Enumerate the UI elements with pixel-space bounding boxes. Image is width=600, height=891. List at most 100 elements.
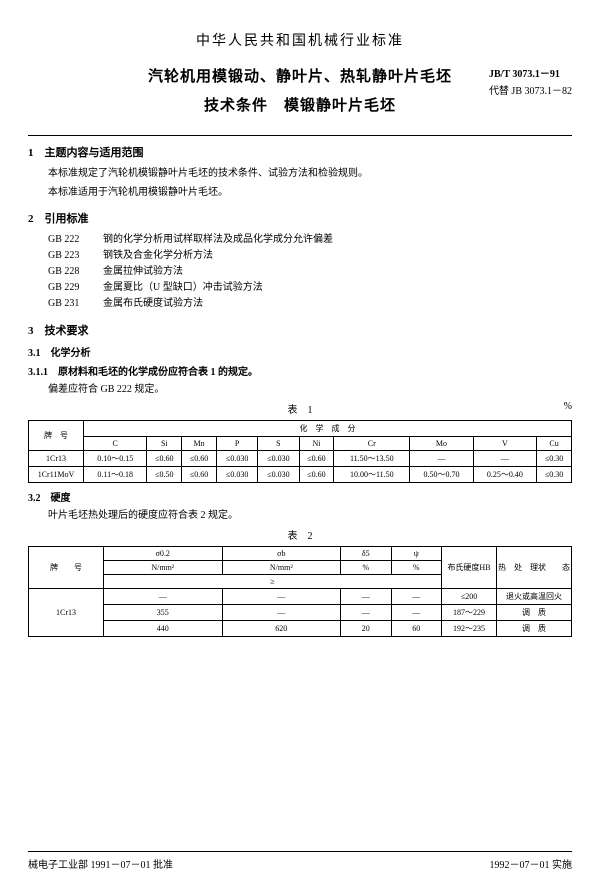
t1-cell: ≤0.60 bbox=[299, 451, 334, 467]
table-1-unit: % bbox=[564, 401, 572, 412]
t2-head: ψ bbox=[391, 547, 441, 561]
section-1-p1: 本标准规定了汽轮机模锻静叶片毛坯的技术条件、试验方法和检验规则。 bbox=[28, 166, 572, 181]
t1-group-head: 化 学 成 分 bbox=[84, 421, 572, 437]
t2-cell: — bbox=[104, 589, 223, 605]
t1-col-head: Cr bbox=[334, 437, 410, 451]
reference-item: GB 223钢铁及合金化学分析方法 bbox=[48, 248, 572, 264]
t2-cell: — bbox=[341, 605, 391, 621]
section-3-2-head: 3.2 硬度 bbox=[28, 489, 572, 504]
t1-brand: 1Cr13 bbox=[29, 451, 84, 467]
t2-cell: 60 bbox=[391, 621, 441, 637]
t2-cell: — bbox=[391, 589, 441, 605]
section-2: 2 引用标准 GB 222钢的化学分析用试样取样法及成品化学成分允许偏差GB 2… bbox=[28, 210, 572, 312]
t1-col-head: Si bbox=[147, 437, 182, 451]
t1-cell: 11.50～13.50 bbox=[334, 451, 410, 467]
divider bbox=[28, 135, 572, 136]
section-3-1-1-head: 3.1.1 原材料和毛坯的化学成份应符合表 1 的规定。 bbox=[28, 363, 572, 378]
t1-cell: ≤0.50 bbox=[147, 467, 182, 483]
t1-col-head: Mn bbox=[182, 437, 217, 451]
ref-code: GB 231 bbox=[48, 296, 103, 312]
table-2-label: 表 2 bbox=[28, 527, 572, 542]
t2-cell: 调 质 bbox=[497, 605, 572, 621]
replaces-text: 代替 JB 3073.1－82 bbox=[489, 82, 572, 97]
section-3-1-note: 偏差应符合 GB 222 规定。 bbox=[28, 382, 572, 397]
t2-head: 热 处 理状 态 bbox=[497, 547, 572, 589]
t1-brand-head: 牌 号 bbox=[29, 421, 84, 451]
t1-cell: 0.10～0.15 bbox=[84, 451, 147, 467]
t2-head: δ5 bbox=[341, 547, 391, 561]
t1-cell: 10.00～11.50 bbox=[334, 467, 410, 483]
t2-cell: 355 bbox=[104, 605, 223, 621]
t2-cell: 调 质 bbox=[497, 621, 572, 637]
reference-list: GB 222钢的化学分析用试样取样法及成品化学成分允许偏差GB 223钢铁及合金… bbox=[48, 232, 572, 312]
t1-col-head: C bbox=[84, 437, 147, 451]
reference-item: GB 231金属布氏硬度试验方法 bbox=[48, 296, 572, 312]
t1-cell: ≤0.030 bbox=[258, 451, 299, 467]
t1-col-head: Cu bbox=[537, 437, 572, 451]
t1-cell: ≤0.030 bbox=[258, 467, 299, 483]
t1-cell: 0.50～0.70 bbox=[410, 467, 473, 483]
t1-cell: — bbox=[410, 451, 473, 467]
section-1-head: 1 主题内容与适用范围 bbox=[28, 144, 572, 160]
t1-col-head: P bbox=[216, 437, 257, 451]
ref-code: GB 222 bbox=[48, 232, 103, 248]
reference-item: GB 228金属拉伸试验方法 bbox=[48, 264, 572, 280]
ref-text: 金属布氏硬度试验方法 bbox=[103, 298, 203, 309]
table-2: 牌 号σ0.2σbδ5ψ布氏硬度HB热 处 理状 态 N/mm²N/mm²%%≥1… bbox=[28, 546, 572, 637]
t1-cell: 0.25～0.40 bbox=[473, 467, 536, 483]
t2-brand: 1Cr13 bbox=[29, 589, 104, 637]
t2-cell: 192～235 bbox=[442, 621, 497, 637]
standard-code: JB/T 3073.1－91 代替 JB 3073.1－82 bbox=[489, 65, 572, 99]
section-1: 1 主题内容与适用范围 本标准规定了汽轮机模锻静叶片毛坯的技术条件、试验方法和检… bbox=[28, 144, 572, 200]
t1-brand: 1Cr11MoV bbox=[29, 467, 84, 483]
t2-cell: — bbox=[391, 605, 441, 621]
t2-cell: 440 bbox=[104, 621, 223, 637]
t1-cell: ≤0.60 bbox=[147, 451, 182, 467]
t1-col-head: Ni bbox=[299, 437, 334, 451]
t1-cell: ≤0.30 bbox=[537, 467, 572, 483]
t1-cell: ≤0.30 bbox=[537, 451, 572, 467]
t1-cell: ≤0.60 bbox=[182, 467, 217, 483]
table-1-label: 表 1 % bbox=[28, 401, 572, 416]
t2-gte: ≥ bbox=[104, 575, 442, 589]
reference-item: GB 222钢的化学分析用试样取样法及成品化学成分允许偏差 bbox=[48, 232, 572, 248]
t2-cell: 620 bbox=[222, 621, 341, 637]
t2-unit: N/mm² bbox=[104, 561, 223, 575]
t2-cell: 187～229 bbox=[442, 605, 497, 621]
t2-head: 布氏硬度HB bbox=[442, 547, 497, 589]
t1-col-head: S bbox=[258, 437, 299, 451]
t1-cell: ≤0.030 bbox=[216, 451, 257, 467]
standard-number: JB/T 3073.1－91 bbox=[489, 65, 572, 80]
section-3-1-head: 3.1 化学分析 bbox=[28, 344, 572, 359]
section-2-head: 2 引用标准 bbox=[28, 210, 572, 226]
ref-code: GB 229 bbox=[48, 280, 103, 296]
t1-cell: ≤0.60 bbox=[182, 451, 217, 467]
section-3-2-p: 叶片毛坯热处理后的硬度应符合表 2 规定。 bbox=[28, 508, 572, 523]
t2-cell: — bbox=[222, 589, 341, 605]
t2-head: σ0.2 bbox=[104, 547, 223, 561]
t2-brand-head: 牌 号 bbox=[29, 547, 104, 589]
table-1: 牌 号化 学 成 分CSiMnPSNiCrMoVCu 1Cr130.10～0.15… bbox=[28, 420, 572, 483]
ref-text: 金属夏比（U 型缺口）冲击试验方法 bbox=[103, 282, 263, 293]
t1-cell: ≤0.60 bbox=[299, 467, 334, 483]
t2-unit: % bbox=[391, 561, 441, 575]
t2-unit: N/mm² bbox=[222, 561, 341, 575]
footer-left: 械电子工业部 1991－07－01 批准 bbox=[28, 856, 173, 871]
ref-text: 金属拉伸试验方法 bbox=[103, 266, 183, 277]
page-footer: 械电子工业部 1991－07－01 批准 1992－07－01 实施 bbox=[28, 851, 572, 871]
t2-cell: ≤200 bbox=[442, 589, 497, 605]
org-title: 中华人民共和国机械行业标准 bbox=[28, 30, 572, 50]
section-1-p2: 本标准适用于汽轮机用模锻静叶片毛坯。 bbox=[28, 185, 572, 200]
t2-cell: — bbox=[222, 605, 341, 621]
t2-head: σb bbox=[222, 547, 341, 561]
t2-cell: — bbox=[341, 589, 391, 605]
section-3-head: 3 技术要求 bbox=[28, 322, 572, 338]
t1-col-head: Mo bbox=[410, 437, 473, 451]
ref-text: 钢的化学分析用试样取样法及成品化学成分允许偏差 bbox=[103, 234, 333, 245]
t1-cell: — bbox=[473, 451, 536, 467]
t1-col-head: V bbox=[473, 437, 536, 451]
reference-item: GB 229金属夏比（U 型缺口）冲击试验方法 bbox=[48, 280, 572, 296]
t2-cell: 退火或高温回火 bbox=[497, 589, 572, 605]
t2-unit: % bbox=[341, 561, 391, 575]
footer-right: 1992－07－01 实施 bbox=[490, 856, 573, 871]
